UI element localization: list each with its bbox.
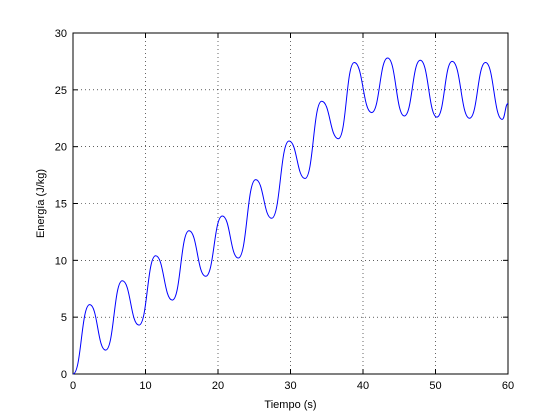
y-tick-label: 25	[55, 85, 67, 97]
y-axis-label: Energía (J/kg)	[35, 169, 47, 238]
x-tick-label: 40	[357, 380, 369, 392]
y-tick-label: 30	[55, 28, 67, 40]
x-axis-label: Tiempo (s)	[264, 399, 316, 411]
y-tick-label: 5	[61, 312, 67, 324]
plot-frame	[72, 32, 509, 375]
y-tick-label: 0	[61, 369, 67, 381]
x-tick-label: 50	[429, 380, 441, 392]
y-tick-label: 10	[55, 255, 67, 267]
y-tick-label: 20	[55, 142, 67, 154]
x-tick-label: 30	[284, 380, 296, 392]
data-line	[72, 57, 509, 375]
x-tick-label: 10	[139, 380, 151, 392]
x-tick-label: 20	[212, 380, 224, 392]
x-tick-label: 60	[502, 380, 514, 392]
x-tick-label: 0	[70, 380, 76, 392]
y-tick-label: 15	[55, 199, 67, 211]
